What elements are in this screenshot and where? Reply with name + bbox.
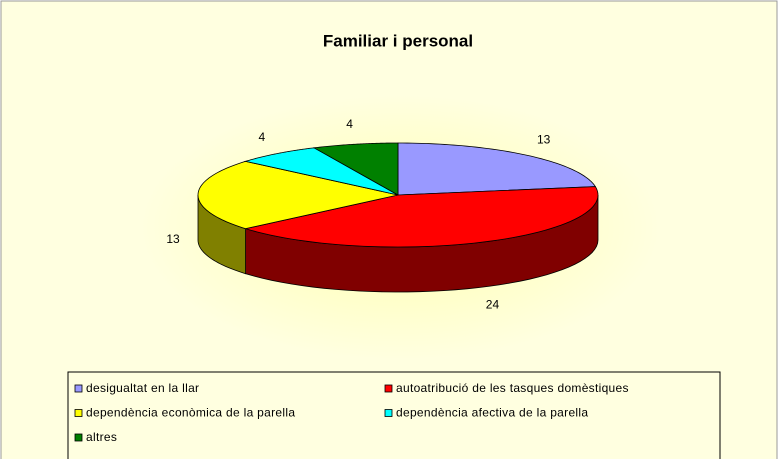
legend-label: desigualtat en la llar bbox=[86, 381, 199, 395]
pie-slice bbox=[243, 147, 399, 196]
legend-label: altres bbox=[86, 430, 117, 444]
pie-slice bbox=[312, 142, 399, 196]
pie-slice bbox=[397, 142, 597, 196]
legend-swatch bbox=[74, 409, 83, 417]
legend-label: dependència afectiva de la parella bbox=[396, 406, 588, 420]
pie-slice bbox=[197, 160, 399, 230]
legend-label: dependència econòmica de la parella bbox=[86, 406, 295, 420]
data-label: 4 bbox=[346, 117, 353, 131]
legend-swatch bbox=[74, 384, 83, 393]
legend-label: autoatribució de les tasques domèstiques bbox=[396, 381, 629, 395]
chart-title: Familiar i personal bbox=[323, 31, 473, 50]
data-label: 24 bbox=[486, 298, 500, 312]
legend bbox=[67, 371, 721, 464]
legend-swatch bbox=[74, 433, 83, 442]
legend-swatch bbox=[384, 409, 393, 417]
pie-slice bbox=[245, 186, 599, 248]
legend-swatch bbox=[384, 384, 393, 393]
data-label: 13 bbox=[537, 132, 551, 146]
data-label: 13 bbox=[166, 232, 180, 246]
data-label: 4 bbox=[258, 130, 265, 144]
